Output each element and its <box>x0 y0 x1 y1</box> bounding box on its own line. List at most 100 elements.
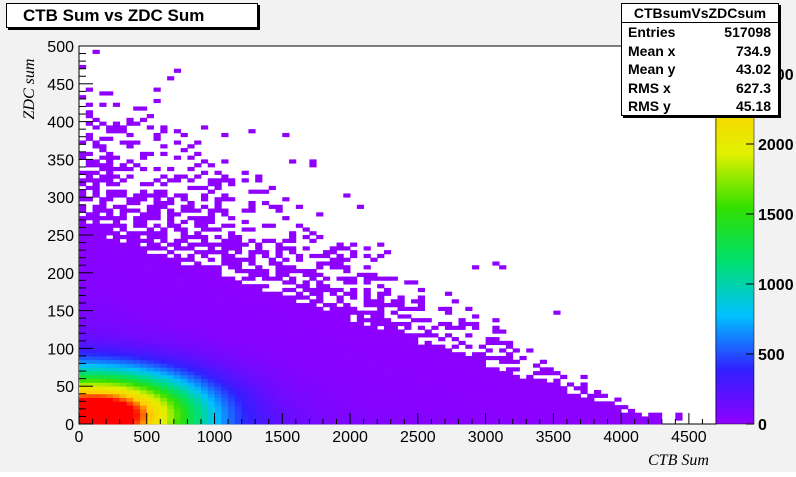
heatmap-cell <box>255 318 263 323</box>
heatmap-cell <box>492 371 500 376</box>
heatmap-cell <box>92 303 100 308</box>
heatmap-cell <box>214 367 222 372</box>
heatmap-cell <box>139 318 148 323</box>
heatmap-cell <box>92 125 100 130</box>
heatmap-cell <box>472 412 480 417</box>
heatmap-cell <box>139 151 148 157</box>
heatmap-cell <box>472 393 480 398</box>
heatmap-cell <box>261 200 270 206</box>
heatmap-cell <box>553 397 561 402</box>
heatmap-cell <box>553 401 561 406</box>
heatmap-cell <box>458 374 466 380</box>
heatmap-cell <box>533 416 541 421</box>
heatmap-cell <box>200 333 209 338</box>
heatmap-cell <box>79 310 87 315</box>
heatmap-cell <box>255 363 263 368</box>
heatmap-cell <box>187 272 195 277</box>
x-tick-label: 0 <box>75 429 84 446</box>
heatmap-cell <box>356 408 365 414</box>
heatmap-cell <box>180 174 188 179</box>
heatmap-cell <box>478 382 486 387</box>
heatmap-cell <box>153 261 161 266</box>
heatmap-cell <box>438 352 446 357</box>
heatmap-cell <box>600 412 608 417</box>
heatmap-cell <box>241 348 249 353</box>
heatmap-cell <box>160 371 168 376</box>
heatmap-cell <box>228 306 236 311</box>
heatmap-cell <box>268 408 276 414</box>
heatmap-cell <box>99 397 107 402</box>
heatmap-cell <box>458 363 466 368</box>
heatmap-cell <box>228 231 236 236</box>
heatmap-cell <box>343 367 351 372</box>
heatmap-cell <box>112 129 121 134</box>
heatmap-cell <box>214 178 222 183</box>
heatmap-cell <box>126 310 134 315</box>
heatmap-cell <box>295 340 304 346</box>
heatmap-cell <box>146 295 154 300</box>
heatmap-cell <box>350 355 358 361</box>
heatmap-cell <box>383 321 392 327</box>
heatmap-cell <box>566 401 575 406</box>
heatmap-cell <box>255 287 263 293</box>
heatmap-cell <box>99 393 107 398</box>
heatmap-cell <box>370 397 378 402</box>
heatmap-cell <box>275 408 283 414</box>
heatmap-cell <box>214 170 222 175</box>
heatmap-cell <box>289 386 297 391</box>
heatmap-cell <box>153 329 161 334</box>
heatmap-cell <box>289 352 297 357</box>
heatmap-cell <box>289 333 297 338</box>
heatmap-cell <box>431 386 439 391</box>
heatmap-cell <box>79 276 87 281</box>
heatmap-cell <box>160 269 168 274</box>
heatmap-cell <box>282 355 290 361</box>
heatmap-cell <box>106 416 114 421</box>
heatmap-cell <box>85 386 93 391</box>
heatmap-cell <box>302 355 310 361</box>
heatmap-cell <box>126 371 134 376</box>
heatmap-cell <box>194 329 202 334</box>
heatmap-cell <box>180 389 188 395</box>
heatmap-cell <box>458 340 466 346</box>
heatmap-cell <box>153 325 161 330</box>
heatmap-cell <box>180 382 188 387</box>
heatmap-cell <box>533 405 541 410</box>
heatmap-cell <box>79 337 87 342</box>
heatmap-cell <box>153 197 161 202</box>
heatmap-cell <box>295 257 304 262</box>
heatmap-cell <box>234 306 243 311</box>
heatmap-cell <box>451 405 459 410</box>
heatmap-cell <box>289 359 297 364</box>
heatmap-cell <box>322 352 331 357</box>
heatmap-cell <box>214 235 222 240</box>
heatmap-cell <box>289 303 297 308</box>
heatmap-cell <box>173 299 182 304</box>
heatmap-cell <box>289 408 297 414</box>
heatmap-cell <box>85 110 93 115</box>
heatmap-cell <box>526 412 534 417</box>
heatmap-cell <box>275 276 283 281</box>
heatmap-cell <box>228 393 236 398</box>
heatmap-cell <box>505 401 514 406</box>
heatmap-cell <box>85 401 93 406</box>
heatmap-cell <box>411 382 419 387</box>
heatmap-cell <box>431 352 439 357</box>
heatmap-cell <box>268 363 276 368</box>
heatmap-cell <box>417 378 426 383</box>
heatmap-cell <box>295 325 304 330</box>
heatmap-cell <box>539 401 547 406</box>
heatmap-cell <box>444 306 453 311</box>
heatmap-cell <box>289 299 297 304</box>
heatmap-cell <box>160 306 168 311</box>
heatmap-cell <box>241 170 249 175</box>
heatmap-cell <box>133 284 141 289</box>
heatmap-cell <box>505 340 514 346</box>
heatmap-cell <box>302 280 310 285</box>
heatmap-cell <box>241 382 249 387</box>
heatmap-cell <box>146 367 154 372</box>
heatmap-cell <box>92 355 100 361</box>
heatmap-cell <box>119 227 127 232</box>
heatmap-cell <box>519 408 527 414</box>
heatmap-cell <box>106 408 114 414</box>
